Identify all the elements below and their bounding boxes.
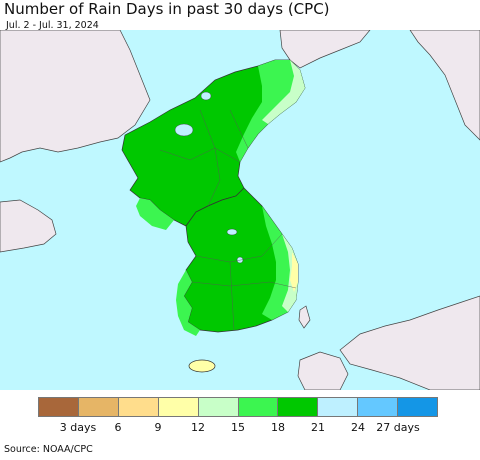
legend-label: 18 (271, 421, 285, 434)
legend-label: 6 (114, 421, 122, 434)
legend-swatch-6 (238, 398, 279, 416)
legend-swatch-9 (358, 398, 399, 416)
legend-colorbar (38, 397, 438, 417)
legend-labels: 3 days 6 9 12 15 18 21 24 27 days (38, 421, 438, 437)
legend-swatch-4 (158, 398, 199, 416)
sakhalin-coast (409, 30, 480, 141)
legend-swatch-1 (39, 398, 79, 416)
legend-swatch-10 (398, 398, 438, 416)
southeast-coast-yellow (290, 252, 298, 292)
legend-label: 21 (311, 421, 325, 434)
north-west-coast (136, 198, 174, 230)
northeast-coast-band (236, 60, 305, 162)
legend-label: 24 (351, 421, 365, 434)
tsushima (298, 305, 311, 329)
high-rain-spot-1 (174, 123, 194, 137)
legend-label: 3 days (59, 421, 97, 434)
legend-label: 9 (154, 421, 162, 434)
legend-swatch-3 (118, 398, 159, 416)
rain-days-map (0, 30, 480, 390)
legend-label: 27 days (376, 421, 420, 434)
japan-honshu (339, 295, 480, 390)
legend-swatch-7 (278, 398, 319, 416)
high-rain-spot-3 (226, 228, 238, 236)
high-rain-spot-2 (200, 91, 212, 101)
legend-swatch-5 (198, 398, 239, 416)
legend-label: 12 (191, 421, 205, 434)
shandong-peninsula (0, 199, 57, 253)
russia-landmass (279, 30, 371, 69)
date-range: Jul. 2 - Jul. 31, 2024 (6, 20, 99, 31)
china-landmass (0, 30, 151, 163)
legend-label: 15 (231, 421, 245, 434)
south-korea-east-pale (282, 234, 298, 312)
northeast-coast-pale (262, 60, 305, 124)
map-title: Number of Rain Days in past 30 days (CPC… (4, 0, 330, 18)
jeju-island (188, 359, 216, 373)
legend-swatch-8 (318, 398, 359, 416)
legend-swatch-2 (78, 398, 119, 416)
japan-kyushu (297, 351, 349, 390)
province-borders (159, 109, 297, 331)
source-credit: Source: NOAA/CPC (4, 444, 93, 455)
south-korea-west-band (176, 270, 200, 336)
